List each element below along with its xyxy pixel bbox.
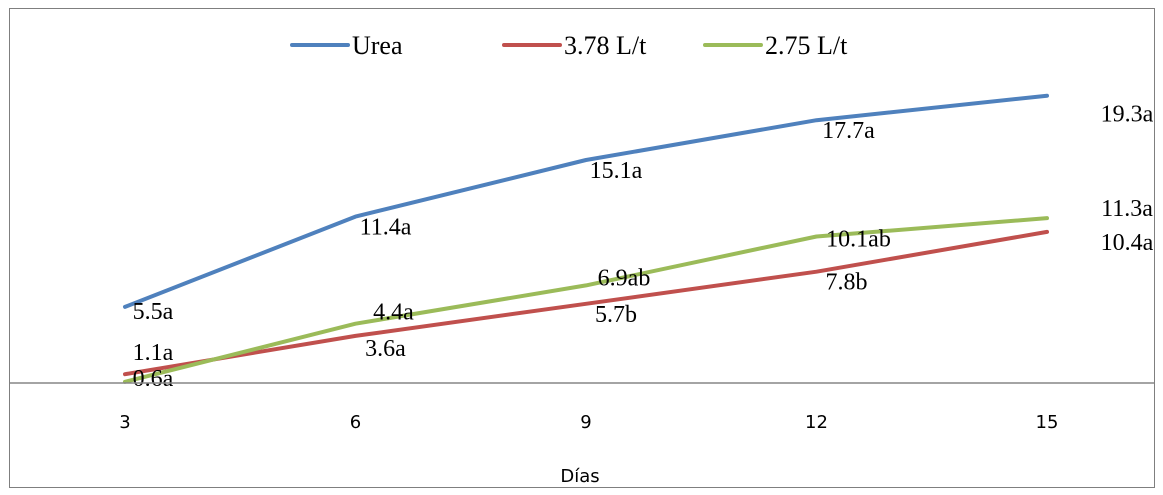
x-tick-label-12: 12 bbox=[805, 412, 828, 433]
x-tick-label-6: 6 bbox=[350, 412, 361, 433]
data-label-urea-12: 17.7a bbox=[822, 118, 875, 144]
legend-label-3-78-l-t: 3.78 L/t bbox=[564, 31, 647, 60]
data-label-2-75-l-t-9: 6.9ab bbox=[598, 265, 651, 291]
x-tick-label-3: 3 bbox=[119, 412, 130, 433]
data-label-3-78-l-t-9: 5.7b bbox=[595, 302, 637, 328]
data-label-2-75-l-t-12: 10.1ab bbox=[826, 226, 891, 252]
data-labels: 5.5a 11.4a 15.1a 17.7a 19.3a 1.1a 3.6a 5.7b 7.8b… bbox=[133, 102, 1154, 392]
x-tick-label-15: 15 bbox=[1036, 412, 1059, 433]
data-label-urea-3: 5.5a bbox=[133, 299, 174, 325]
data-label-2-75-l-t-3: 0.6a bbox=[133, 366, 174, 392]
series-line-3-78-l-t bbox=[123, 229, 1049, 377]
data-label-3-78-l-t-3: 1.1a bbox=[133, 340, 174, 366]
data-label-2-75-l-t-15: 11.3a bbox=[1101, 196, 1153, 222]
series-lines bbox=[123, 93, 1049, 384]
legend-label-urea: Urea bbox=[352, 31, 403, 60]
x-tick-labels: 3 6 9 12 15 bbox=[119, 412, 1058, 433]
data-label-urea-15: 19.3a bbox=[1101, 102, 1154, 128]
data-label-3-78-l-t-6: 3.6a bbox=[365, 336, 406, 362]
data-label-2-75-l-t-6: 4.4a bbox=[373, 300, 414, 326]
legend-label-2-75-l-t: 2.75 L/t bbox=[765, 31, 848, 60]
data-label-3-78-l-t-15: 10.4a bbox=[1101, 230, 1154, 256]
x-axis-title: Días bbox=[560, 466, 599, 487]
data-label-urea-6: 11.4a bbox=[360, 215, 412, 241]
series-line-urea bbox=[123, 93, 1049, 309]
series-line-2-75-l-t bbox=[123, 216, 1049, 384]
x-tick-label-9: 9 bbox=[580, 412, 591, 433]
data-label-3-78-l-t-12: 7.8b bbox=[826, 270, 868, 296]
legend: Urea 3.78 L/t 2.75 L/t bbox=[290, 31, 848, 60]
data-label-urea-9: 15.1a bbox=[590, 158, 643, 184]
